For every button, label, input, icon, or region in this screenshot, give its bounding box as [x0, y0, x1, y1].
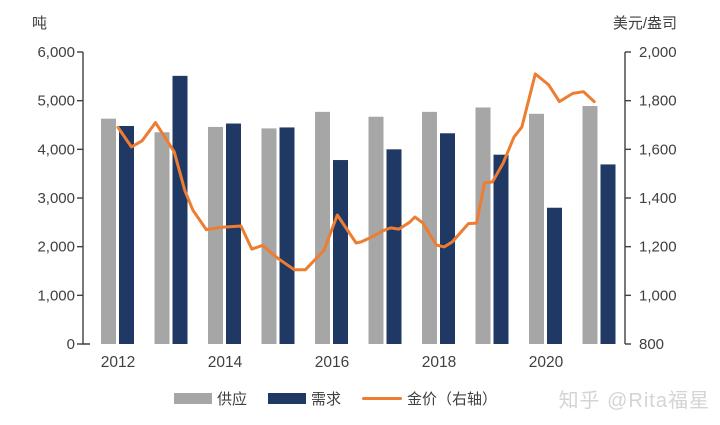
axis-tick-label: 1,200 — [639, 239, 677, 256]
axis-tick-label: 0 — [67, 336, 75, 353]
axis-tick-label: 1,000 — [37, 287, 75, 304]
bar-supply-2019 — [475, 107, 491, 344]
axis-tick-label: 2020 — [529, 354, 564, 371]
bar-demand-2018 — [440, 133, 455, 344]
right-axis-unit-label: 美元/盎司 — [612, 15, 677, 32]
legend: 供应 需求 金价（右轴） — [174, 388, 497, 409]
axis-tick-label: 5,000 — [37, 93, 75, 110]
axis-tick-label: 4,000 — [37, 141, 75, 158]
bar-supply-2012 — [101, 118, 116, 344]
axis-tick-label: 2012 — [101, 354, 135, 371]
bar-demand-2019 — [493, 154, 509, 344]
supply-swatch — [174, 393, 212, 404]
bar-demand-2013 — [172, 75, 188, 344]
bar-demand-2014 — [226, 123, 241, 344]
zhihu-watermark: 知乎 @Rita福星 — [558, 390, 710, 412]
axis-tick-label: 1,600 — [639, 141, 677, 158]
axis-tick-label: 1,000 — [639, 287, 677, 304]
bar-demand-2021 — [600, 164, 616, 344]
bar-demand-2016 — [333, 160, 348, 344]
axis-tick-label: 1,800 — [639, 93, 677, 110]
axis-tick-label: 3,000 — [37, 190, 75, 207]
legend-label-supply: 供应 — [217, 391, 248, 408]
legend-item-demand: 需求 — [268, 388, 341, 409]
bar-supply-2021 — [582, 106, 598, 345]
bar-demand-2012 — [119, 125, 134, 345]
gold-price-swatch — [362, 397, 403, 400]
left-axis-line — [82, 52, 90, 345]
axis-tick-label: 2018 — [422, 354, 456, 371]
axis-tick-label: 6,000 — [37, 44, 75, 61]
axis-tick-label: 2,000 — [37, 239, 75, 256]
axis-tick-label: 2016 — [315, 354, 349, 371]
bar-demand-2015 — [279, 127, 295, 344]
left-axis-unit-label: 吨 — [32, 15, 48, 32]
legend-item-gold-price: 金价（右轴） — [362, 388, 497, 409]
bar-supply-2020 — [529, 113, 544, 344]
bar-supply-2017 — [368, 116, 384, 344]
axis-tick-label: 1,400 — [639, 190, 677, 207]
legend-label-demand: 需求 — [311, 391, 342, 408]
bar-demand-2017 — [386, 149, 402, 344]
legend-item-supply: 供应 — [174, 388, 247, 409]
axis-tick-label: 2,000 — [639, 44, 677, 61]
axis-tick-label: 800 — [639, 336, 664, 353]
legend-label-gold-price: 金价（右轴） — [407, 391, 498, 408]
bar-supply-2013 — [154, 132, 170, 344]
demand-swatch — [268, 393, 307, 404]
axis-tick-label: 2014 — [208, 354, 243, 371]
gold-price-line — [116, 72, 596, 272]
bar-supply-2018 — [422, 111, 437, 344]
bar-demand-2020 — [547, 207, 562, 344]
bar-supply-2014 — [208, 126, 223, 345]
bar-supply-2015 — [261, 128, 277, 344]
bar-supply-2016 — [315, 111, 330, 344]
